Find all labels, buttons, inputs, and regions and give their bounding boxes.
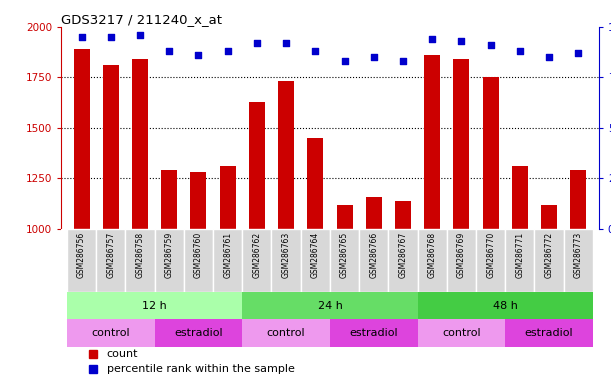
Point bbox=[164, 48, 174, 54]
Point bbox=[486, 42, 496, 48]
Point bbox=[76, 34, 86, 40]
Point bbox=[310, 48, 320, 54]
Bar bbox=[67, 292, 243, 319]
Bar bbox=[330, 229, 359, 292]
Bar bbox=[417, 229, 447, 292]
Point bbox=[456, 38, 466, 44]
Point bbox=[369, 54, 379, 60]
Bar bbox=[191, 172, 207, 229]
Point bbox=[106, 34, 115, 40]
Text: 48 h: 48 h bbox=[493, 301, 518, 311]
Text: GSM286763: GSM286763 bbox=[282, 232, 291, 278]
Text: GSM286766: GSM286766 bbox=[369, 232, 378, 278]
Bar bbox=[67, 229, 96, 292]
Text: control: control bbox=[92, 328, 130, 338]
Text: GSM286772: GSM286772 bbox=[544, 232, 554, 278]
Point bbox=[194, 52, 203, 58]
Text: GSM286773: GSM286773 bbox=[574, 232, 583, 278]
Text: GSM286761: GSM286761 bbox=[223, 232, 232, 278]
Bar bbox=[337, 205, 353, 229]
Bar bbox=[307, 138, 323, 229]
Text: GSM286757: GSM286757 bbox=[106, 232, 115, 278]
Bar bbox=[366, 197, 382, 229]
Bar bbox=[447, 229, 476, 292]
Bar bbox=[417, 319, 505, 347]
Text: GSM286764: GSM286764 bbox=[311, 232, 320, 278]
Bar bbox=[243, 292, 417, 319]
Bar bbox=[424, 55, 441, 229]
Bar bbox=[505, 319, 593, 347]
Bar bbox=[249, 102, 265, 229]
Bar bbox=[219, 166, 236, 229]
Bar bbox=[535, 229, 564, 292]
Bar bbox=[103, 65, 119, 229]
Bar bbox=[184, 229, 213, 292]
Text: control: control bbox=[442, 328, 481, 338]
Point bbox=[544, 54, 554, 60]
Bar bbox=[570, 170, 587, 229]
Point bbox=[252, 40, 262, 46]
Text: count: count bbox=[107, 349, 138, 359]
Bar bbox=[132, 59, 148, 229]
Bar bbox=[301, 229, 330, 292]
Bar bbox=[155, 229, 184, 292]
Text: GSM286759: GSM286759 bbox=[165, 232, 174, 278]
Text: percentile rank within the sample: percentile rank within the sample bbox=[107, 364, 295, 374]
Bar bbox=[161, 170, 177, 229]
Bar bbox=[417, 292, 593, 319]
Text: GSM286767: GSM286767 bbox=[398, 232, 408, 278]
Text: GSM286768: GSM286768 bbox=[428, 232, 437, 278]
Text: GDS3217 / 211240_x_at: GDS3217 / 211240_x_at bbox=[61, 13, 222, 26]
Point bbox=[574, 50, 584, 56]
Bar bbox=[330, 319, 417, 347]
Bar bbox=[96, 229, 125, 292]
Text: estradiol: estradiol bbox=[174, 328, 223, 338]
Bar bbox=[395, 201, 411, 229]
Point bbox=[340, 58, 349, 64]
Text: 12 h: 12 h bbox=[142, 301, 167, 311]
Bar bbox=[213, 229, 243, 292]
Text: GSM286770: GSM286770 bbox=[486, 232, 495, 278]
Text: estradiol: estradiol bbox=[349, 328, 398, 338]
Point bbox=[398, 58, 408, 64]
Text: GSM286760: GSM286760 bbox=[194, 232, 203, 278]
Text: estradiol: estradiol bbox=[525, 328, 573, 338]
Bar bbox=[73, 49, 90, 229]
Text: GSM286762: GSM286762 bbox=[252, 232, 262, 278]
Point bbox=[135, 32, 145, 38]
Bar bbox=[541, 205, 557, 229]
Point bbox=[427, 36, 437, 42]
Point bbox=[515, 48, 525, 54]
Bar bbox=[389, 229, 417, 292]
Point bbox=[281, 40, 291, 46]
Bar bbox=[67, 319, 155, 347]
Bar bbox=[483, 78, 499, 229]
Text: GSM286765: GSM286765 bbox=[340, 232, 349, 278]
Bar bbox=[512, 166, 528, 229]
Bar bbox=[359, 229, 389, 292]
Bar bbox=[278, 81, 294, 229]
Bar bbox=[155, 319, 243, 347]
Bar bbox=[243, 319, 330, 347]
Bar bbox=[453, 59, 469, 229]
Bar bbox=[271, 229, 301, 292]
Text: control: control bbox=[267, 328, 306, 338]
Text: 24 h: 24 h bbox=[318, 301, 342, 311]
Bar bbox=[243, 229, 271, 292]
Bar bbox=[505, 229, 535, 292]
Text: GSM286771: GSM286771 bbox=[516, 232, 524, 278]
Bar bbox=[476, 229, 505, 292]
Text: GSM286756: GSM286756 bbox=[77, 232, 86, 278]
Point bbox=[223, 48, 233, 54]
Text: GSM286758: GSM286758 bbox=[136, 232, 144, 278]
Bar bbox=[125, 229, 155, 292]
Bar bbox=[564, 229, 593, 292]
Text: GSM286769: GSM286769 bbox=[457, 232, 466, 278]
